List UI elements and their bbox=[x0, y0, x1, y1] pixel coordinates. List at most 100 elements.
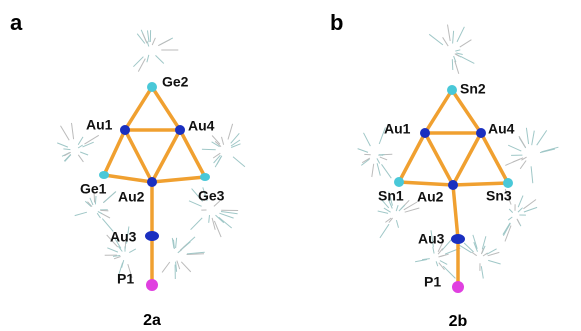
ligand-bond bbox=[508, 145, 521, 151]
panel-label: a bbox=[10, 10, 23, 35]
ligand-bond bbox=[518, 208, 523, 212]
ligand-bond bbox=[380, 224, 389, 238]
ligand-bond bbox=[481, 266, 483, 278]
atom-label: Au4 bbox=[488, 121, 515, 137]
atoms bbox=[99, 82, 210, 291]
ligand-bond bbox=[209, 215, 210, 223]
atom bbox=[451, 234, 465, 244]
ligand-bond bbox=[98, 212, 102, 214]
panel: b Sn2 Au1 Au4 Sn1 Au2 S bbox=[330, 10, 515, 330]
ligand-bond bbox=[532, 131, 535, 146]
ligand-bond bbox=[107, 248, 118, 252]
ligand-bond bbox=[177, 261, 180, 270]
ligand-bond bbox=[509, 209, 513, 213]
ligand-bond bbox=[518, 196, 523, 208]
ligand-bond bbox=[129, 249, 136, 253]
ligand-bond bbox=[101, 213, 110, 218]
ligand-bond bbox=[472, 252, 477, 256]
ligand-bond bbox=[399, 205, 405, 211]
ligand-bond bbox=[147, 55, 149, 62]
ligand-bond bbox=[448, 25, 451, 41]
ligand-bond bbox=[460, 40, 472, 47]
ligand-bond bbox=[57, 143, 68, 147]
atom bbox=[503, 178, 513, 188]
ligand-bond bbox=[519, 136, 526, 147]
caption: 2a bbox=[143, 312, 161, 329]
ligand-bond bbox=[429, 34, 443, 45]
ligand-bond bbox=[78, 155, 83, 162]
atom-label: Au3 bbox=[418, 231, 445, 247]
atom-label: P1 bbox=[424, 274, 441, 290]
ligand-bond bbox=[488, 260, 500, 264]
atom-label: Au1 bbox=[86, 117, 113, 133]
ligand-bond bbox=[524, 207, 537, 212]
ligand-bond bbox=[503, 223, 510, 235]
atom-label: Au3 bbox=[110, 229, 137, 245]
ligand-bond bbox=[443, 37, 449, 46]
ligand-bond bbox=[156, 55, 164, 63]
ligand-bond bbox=[455, 50, 460, 51]
ligand-bond bbox=[181, 242, 190, 250]
ligand-bond bbox=[440, 261, 447, 265]
ligand-bond bbox=[396, 205, 398, 211]
ligand-bond bbox=[95, 196, 96, 204]
atom bbox=[147, 82, 157, 92]
ligand-bond bbox=[517, 219, 520, 225]
atom-label: Ge3 bbox=[198, 188, 225, 204]
ligand-bond bbox=[148, 30, 150, 42]
ligand-bond bbox=[440, 254, 448, 256]
ligand-bond bbox=[216, 215, 224, 223]
ligand-bond bbox=[526, 128, 528, 144]
ligand-bond bbox=[452, 59, 453, 70]
ligand-bond bbox=[114, 257, 121, 259]
ligand-bond bbox=[212, 218, 215, 230]
atom-label: Au2 bbox=[118, 189, 145, 205]
ligand-bond bbox=[455, 61, 459, 74]
ligand-bond bbox=[396, 220, 398, 228]
ligand-bond bbox=[176, 238, 177, 248]
ligand-bond bbox=[384, 208, 391, 212]
ligand-bond bbox=[90, 198, 93, 205]
ligand-bond bbox=[461, 57, 474, 64]
ligand-bond bbox=[358, 149, 368, 153]
ligand-bond bbox=[380, 157, 387, 160]
ligand-bond bbox=[436, 261, 438, 266]
ligand-bond bbox=[405, 208, 420, 212]
ligand-bond bbox=[455, 54, 459, 57]
atom bbox=[145, 231, 159, 241]
ligand-bond bbox=[520, 161, 526, 169]
ligand-bond bbox=[457, 27, 464, 42]
atom bbox=[147, 177, 157, 187]
ligand-bond bbox=[508, 217, 512, 220]
atom-label: Ge2 bbox=[162, 74, 189, 90]
atom bbox=[175, 125, 185, 135]
ligand-bond bbox=[537, 130, 547, 145]
atom-label: Sn2 bbox=[460, 81, 486, 97]
ligand-bond bbox=[364, 133, 371, 146]
caption: 2b bbox=[449, 313, 468, 330]
atom-label: P1 bbox=[117, 271, 134, 287]
atom-label: Sn1 bbox=[378, 188, 404, 204]
ligand-bond bbox=[61, 126, 70, 141]
ligand-bond bbox=[222, 137, 224, 145]
atom-label: Sn3 bbox=[486, 188, 512, 204]
atom bbox=[99, 171, 109, 179]
panel-label: b bbox=[330, 10, 343, 35]
atom bbox=[447, 85, 457, 95]
panel: a Ge2 Au1 Au4 Ge1 Au2 G bbox=[10, 10, 225, 329]
ligand-bond bbox=[219, 213, 233, 218]
ligand-bond bbox=[377, 163, 380, 175]
ligand-bond bbox=[80, 152, 88, 155]
ligand-bond bbox=[191, 218, 203, 230]
atom bbox=[120, 125, 130, 135]
ligand-bond bbox=[100, 210, 108, 211]
ligand-bond bbox=[377, 158, 380, 163]
ligand-bond bbox=[75, 212, 87, 215]
ligand-bond bbox=[158, 39, 170, 45]
atom bbox=[476, 128, 486, 138]
atom bbox=[146, 279, 158, 291]
ligand-bond bbox=[78, 145, 83, 148]
ligand-bond bbox=[63, 149, 70, 150]
ligand-bond bbox=[83, 142, 94, 147]
ligand-bond bbox=[541, 147, 558, 152]
